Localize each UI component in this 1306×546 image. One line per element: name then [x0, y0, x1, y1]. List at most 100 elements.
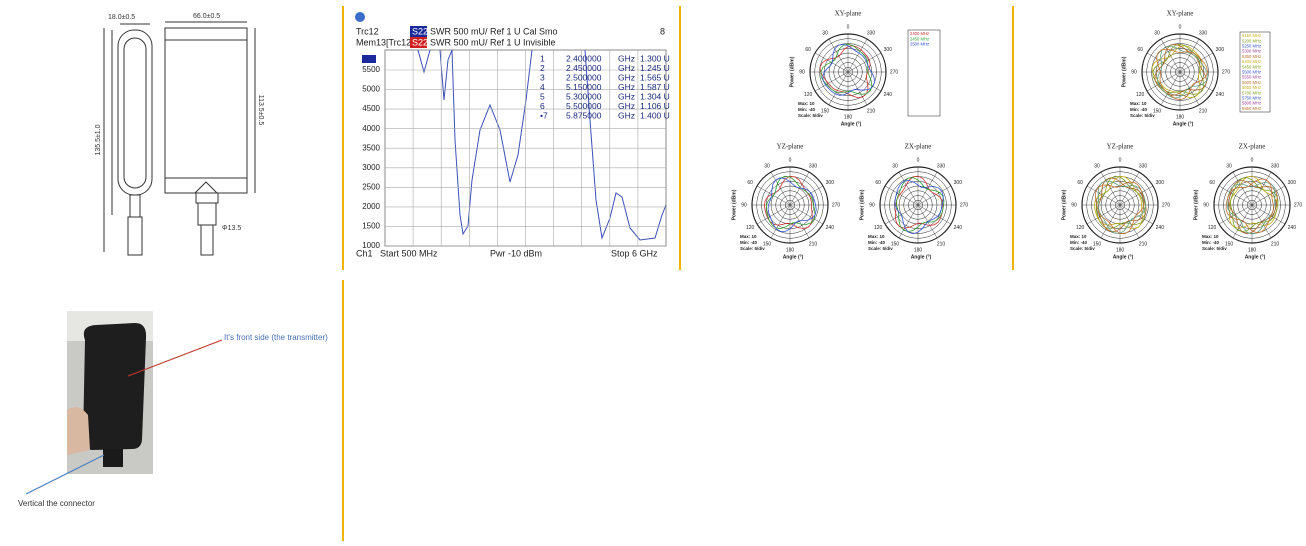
pattern-trace	[1097, 177, 1147, 232]
legend-entry: 5350 MHz	[1242, 54, 1261, 59]
angle-label: 120	[804, 92, 813, 98]
polar-spoke	[1218, 204, 1253, 225]
pattern-trace	[822, 43, 876, 96]
marker-cell: 1.106 U	[640, 101, 670, 111]
pattern-trace	[765, 175, 816, 229]
angle-label: 210	[809, 241, 818, 247]
pattern-trace	[894, 175, 944, 229]
angle-label: 60	[1209, 180, 1215, 186]
scale-info: Max: 10	[798, 101, 815, 106]
polar-spoke	[917, 204, 952, 225]
y-label: 3500	[362, 143, 380, 152]
plane-title: XY-plane	[835, 10, 862, 18]
pattern-trace	[767, 177, 817, 232]
pattern-trace	[1095, 175, 1146, 229]
angle-label: 180	[1248, 247, 1257, 253]
y-label: 2000	[362, 202, 380, 211]
angle-label: 120	[1076, 225, 1085, 231]
dimension: 135.5±1.0	[95, 124, 102, 155]
angle-label: 150	[1225, 241, 1234, 247]
pattern-trace	[1094, 181, 1145, 235]
angle-label: 210	[1139, 241, 1148, 247]
channels: 8	[660, 26, 665, 36]
marker-cell: 6	[540, 101, 545, 111]
legend-entry: 5250 MHz	[1242, 44, 1261, 49]
pattern-trace	[1225, 178, 1274, 234]
legend-entry: 5550 MHz	[1242, 75, 1261, 80]
marker-cell: 1.400 U	[640, 110, 670, 120]
polar-spoke	[1100, 171, 1121, 206]
polar-spoke	[789, 171, 810, 206]
marker-cell: •7	[540, 110, 548, 120]
polar-spoke	[917, 204, 938, 239]
polar-spoke	[1119, 171, 1140, 206]
angle-label: 60	[805, 47, 811, 53]
marker-cell: 1.300 U	[640, 53, 670, 63]
scale-info: Scale: 5/div	[1202, 246, 1227, 251]
polar-spoke	[1119, 185, 1154, 206]
y-label: 5500	[362, 65, 380, 74]
mechanical-drawing	[103, 21, 256, 256]
angle-label: 330	[809, 163, 818, 169]
legend-entry: 5800 MHz	[1242, 101, 1261, 106]
angle-label: 270	[1222, 69, 1231, 75]
angle-label: 30	[1226, 163, 1232, 169]
scale-info: Scale: 5/div	[740, 246, 765, 251]
angle-label: 330	[867, 30, 876, 36]
polar-spoke	[1160, 71, 1181, 106]
marker-cell: 3	[540, 72, 545, 82]
polar-spoke	[1251, 204, 1286, 225]
polar-spoke	[789, 204, 824, 225]
angle-label: 270	[890, 69, 899, 75]
pattern-trace	[1228, 175, 1278, 229]
angle-label: 90	[1131, 69, 1137, 75]
logo	[355, 12, 365, 22]
angle-label: 60	[747, 180, 753, 186]
param-box	[410, 26, 427, 37]
angle-label: 120	[746, 225, 755, 231]
angle-label: 60	[875, 180, 881, 186]
angle-label: 330	[1139, 163, 1148, 169]
marker-cell: 5.300000	[566, 91, 602, 101]
scale-info: Min: -40	[868, 240, 885, 245]
param-box	[410, 37, 427, 48]
marker-cell: 4	[540, 82, 545, 92]
marker-cell: 5.150000	[566, 82, 602, 92]
legend-entry: 5750 MHz	[1242, 96, 1261, 101]
axis-title: Angle (°)	[1173, 121, 1194, 127]
legend-box	[1239, 31, 1271, 113]
axis-title: Power (dBm)	[1121, 56, 1127, 87]
axis-title: Angle (°)	[841, 121, 862, 127]
scale-info: Scale: 5/div	[798, 113, 823, 118]
pattern-trace	[819, 45, 871, 98]
polar-spoke	[770, 204, 791, 239]
legend-entry: 5500 MHz	[1242, 70, 1261, 75]
trace	[417, 49, 667, 241]
polar-spoke	[1218, 185, 1253, 206]
angle-label: 270	[1294, 202, 1303, 208]
angle-label: 330	[1271, 163, 1280, 169]
polar-spoke	[1146, 71, 1181, 92]
scale-info: Scale: 5/div	[1070, 246, 1095, 251]
y-label: 2500	[362, 182, 380, 191]
polar-spoke	[828, 38, 849, 73]
legend-entry: 2500 MHz	[910, 42, 929, 47]
polar-spoke	[756, 204, 791, 225]
marker-cell: GHz	[618, 101, 635, 111]
polar-spoke	[1179, 71, 1200, 106]
angle-label: 180	[1116, 247, 1125, 253]
polar-spoke	[1160, 38, 1181, 73]
polar-spoke	[1232, 171, 1253, 206]
legend-box	[907, 29, 941, 117]
polar-spoke	[898, 204, 919, 239]
marker-cell: GHz	[618, 53, 635, 63]
angle-label: 0	[847, 24, 850, 30]
axis-title: Power (dBm)	[789, 56, 795, 87]
marker-cell: 1	[540, 53, 545, 63]
axis-title: Angle (°)	[783, 254, 804, 260]
polar-spoke	[1251, 171, 1272, 206]
angle-label: 240	[1288, 225, 1297, 231]
polar-spoke	[1100, 204, 1121, 239]
y-label: 4000	[362, 124, 380, 133]
angle-label: 90	[1071, 202, 1077, 208]
